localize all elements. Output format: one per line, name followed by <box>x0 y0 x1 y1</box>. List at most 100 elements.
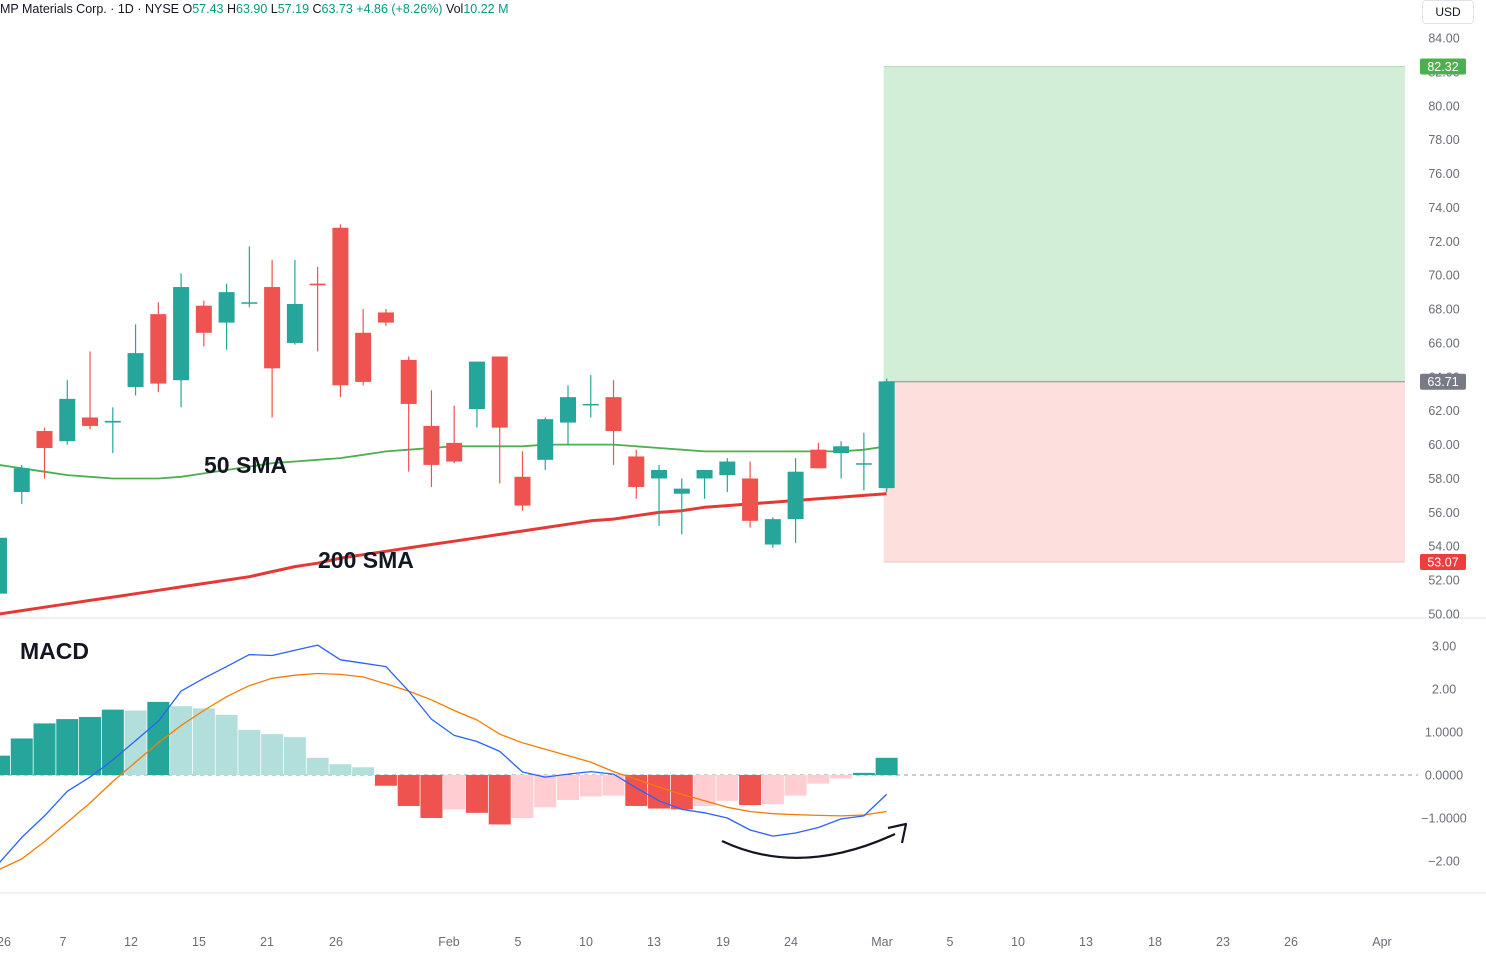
candle <box>377 309 394 326</box>
time-tick-label: 26 <box>1284 935 1298 949</box>
candle-body <box>810 449 827 469</box>
price-tick-label: 50.00 <box>1428 608 1459 622</box>
macd-histogram-bar <box>557 775 579 800</box>
macd-histogram-bar <box>716 775 739 801</box>
candle <box>878 378 895 493</box>
macd-histogram-bar <box>352 767 375 775</box>
macd-histogram-bar <box>56 719 79 775</box>
candlesticks <box>0 224 895 594</box>
candle-body <box>59 398 76 442</box>
time-tick-label: 5 <box>947 935 954 949</box>
high-value: 63.90 <box>236 2 268 16</box>
sma50-annotation: 50 SMA <box>204 452 287 478</box>
macd-histogram-bar <box>10 738 33 775</box>
candle <box>332 224 349 398</box>
candle-body <box>423 425 440 465</box>
candle-body <box>241 302 258 304</box>
target-zone <box>883 66 1405 382</box>
candle <box>82 351 99 430</box>
macd-histogram-bar <box>761 775 784 805</box>
price-axis[interactable]: 84.0082.0080.0078.0076.0074.0072.0070.00… <box>1420 32 1467 869</box>
sma50-layer <box>0 443 887 480</box>
macd-title: MACD <box>20 638 89 664</box>
macd-histogram-bar <box>693 775 716 806</box>
candle-body <box>582 403 599 406</box>
candle <box>446 405 463 464</box>
candle-body <box>787 471 804 520</box>
candle <box>651 464 668 526</box>
candle <box>13 464 30 504</box>
time-tick-label: 13 <box>647 935 661 949</box>
macd-histogram-bar <box>784 775 807 796</box>
sma200-annotation: 200 SMA <box>318 547 414 573</box>
close-label: C <box>312 2 322 16</box>
candle <box>173 273 190 408</box>
price-tick-label: 74.00 <box>1428 201 1459 215</box>
price-tick-label: 70.00 <box>1428 269 1459 283</box>
macd-histogram-bar <box>625 775 648 806</box>
candle-body <box>742 478 759 521</box>
symbol-name[interactable]: MP Materials Corp. <box>0 2 107 16</box>
macd-histogram-bar <box>147 701 170 775</box>
currency-button[interactable]: USD <box>1422 0 1474 24</box>
macd-histogram-bar <box>488 775 511 825</box>
candle-body <box>878 381 895 489</box>
candle <box>628 449 645 499</box>
time-tick-label: 23 <box>1216 935 1230 949</box>
candle-body <box>0 537 7 594</box>
macd-histogram-bar <box>875 757 898 775</box>
macd-tick-label: 2.00 <box>1432 683 1456 697</box>
close-value: 63.73 <box>321 2 353 16</box>
open-label: O <box>182 2 193 16</box>
price-tick-label: 66.00 <box>1428 336 1459 350</box>
macd-histogram-bar <box>33 723 56 775</box>
candle-body <box>537 419 554 460</box>
candle <box>195 300 212 347</box>
current-price-tag: 63.71 <box>1427 375 1458 389</box>
price-tick-label: 78.00 <box>1428 133 1459 147</box>
time-tick-label: 26 <box>329 935 343 949</box>
candle <box>423 390 440 487</box>
candle <box>787 458 804 543</box>
candle-body <box>286 303 303 343</box>
candle <box>241 246 258 308</box>
time-axis[interactable]: 26 7 12 15 21 26 Feb 5 10 13 19 24 Mar 5 10 13 18 23 26 Apr <box>0 935 1392 949</box>
candle-body <box>264 287 281 369</box>
macd-histogram-bar <box>739 775 762 806</box>
target-price-tag: 82.32 <box>1427 60 1458 74</box>
candle <box>104 407 121 454</box>
macd-histogram-bar <box>830 775 853 779</box>
interval-label[interactable]: 1D <box>117 2 134 16</box>
sma200-layer <box>0 492 887 616</box>
macd-histogram-bar <box>807 775 830 784</box>
candle <box>514 451 531 511</box>
candle-body <box>651 470 668 479</box>
candle <box>605 380 622 465</box>
macd-histogram-bar <box>420 775 443 818</box>
time-tick-label: 19 <box>716 935 730 949</box>
macd-histogram-bar <box>0 755 10 775</box>
candle <box>560 385 576 445</box>
target-price-tag-bg <box>1420 58 1466 75</box>
macd-histogram-bar <box>215 714 238 775</box>
macd-line <box>0 644 888 863</box>
candle <box>355 309 372 386</box>
low-value: 57.19 <box>277 2 310 16</box>
candle <box>833 441 850 479</box>
candle <box>127 324 144 396</box>
macd-histogram-bar <box>374 775 397 786</box>
candle-body <box>446 442 463 462</box>
candle <box>400 356 417 472</box>
candle-body <box>127 353 144 387</box>
candle-body <box>514 476 531 506</box>
time-tick-label: 12 <box>124 935 138 949</box>
candle-body <box>719 461 736 476</box>
price-tick-label: 60.00 <box>1428 438 1459 452</box>
candle-body <box>36 431 53 448</box>
macd-histogram-bar <box>670 775 693 810</box>
stop-price-tag: 53.07 <box>1427 555 1458 569</box>
macd-histogram-bar <box>602 775 625 796</box>
macd-tick-label: 0.0000 <box>1425 769 1463 783</box>
candle-body <box>104 420 121 423</box>
